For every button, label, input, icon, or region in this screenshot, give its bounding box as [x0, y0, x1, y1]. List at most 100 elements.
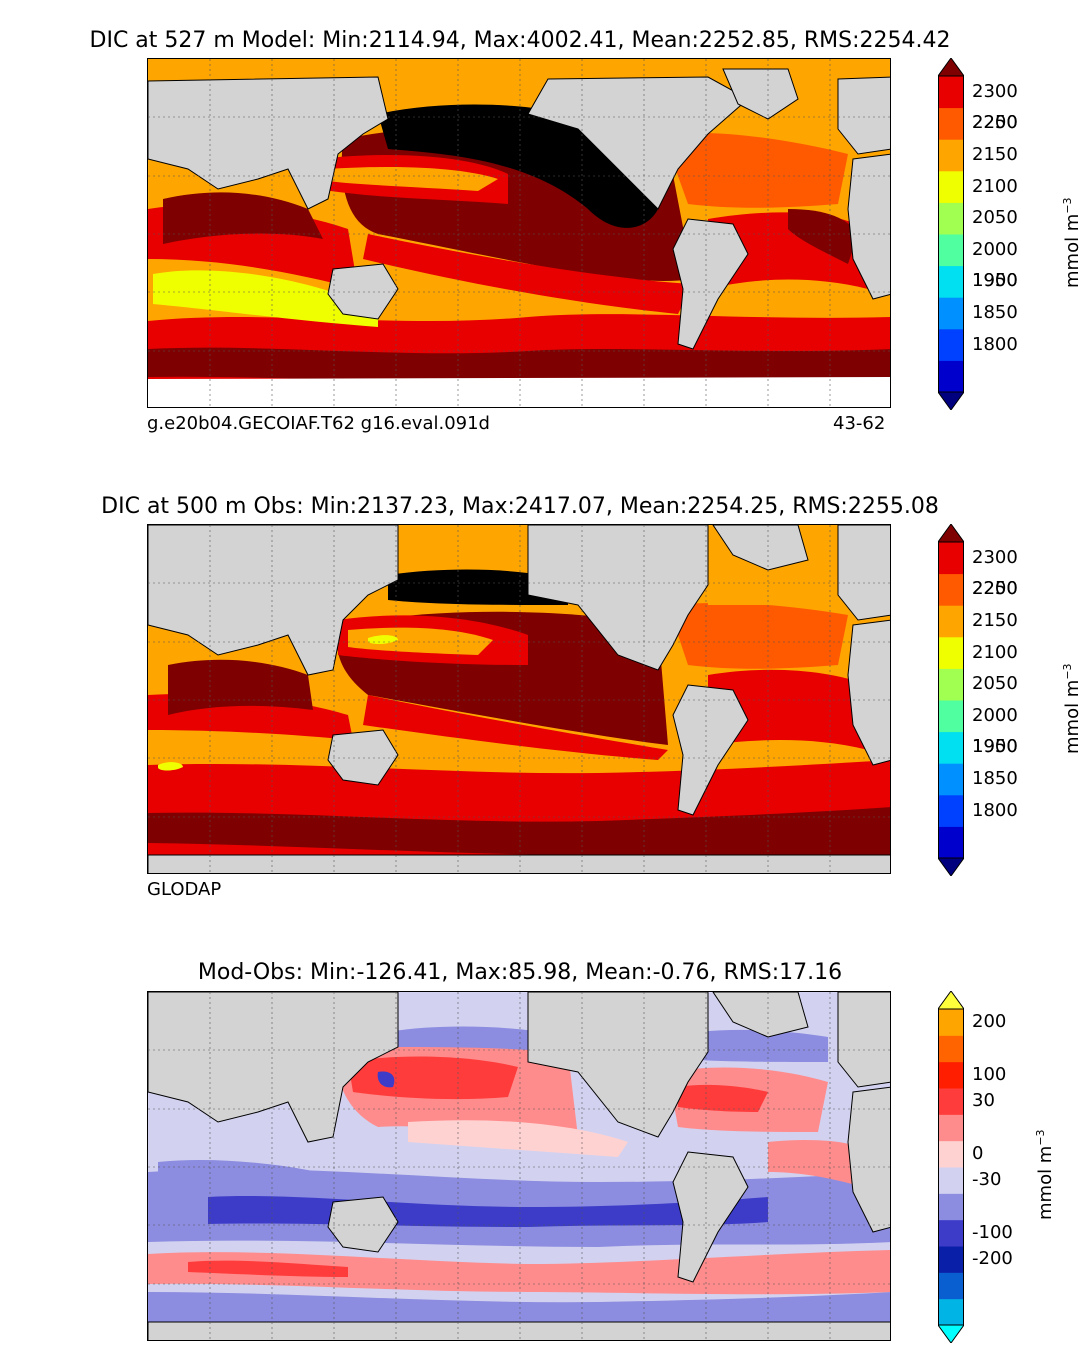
colorbar-segment: [938, 1140, 964, 1168]
experiment-label: g.e20b04.GECOIAF.T62 g16.eval.091d: [147, 413, 490, 434]
colorbar-segment: [938, 1193, 964, 1221]
colorbar-unit: mmol m−3: [1034, 1129, 1056, 1220]
australia: [327, 1196, 399, 1253]
pacific-orange-tongue: [328, 167, 498, 191]
colorbar-segment: [938, 1114, 964, 1142]
africa: [847, 1086, 890, 1233]
atlantic-darkred: [788, 209, 858, 264]
colorbar-segment: [938, 360, 964, 393]
colorbar-frame: [938, 541, 964, 859]
np-yellow: [368, 635, 398, 645]
north-atlantic-orange-red: [663, 132, 848, 208]
panel-title: DIC at 527 m Model: Min:2114.94, Max:400…: [89, 28, 951, 53]
panel-title: Mod-Obs: Min:-126.41, Max:85.98, Mean:-0…: [197, 960, 843, 985]
colorbar-segment: [938, 542, 964, 575]
colorbar-segment: [938, 763, 964, 796]
colorbar-segment: [938, 794, 964, 827]
colorbar-segment: [938, 1219, 964, 1247]
greenland: [712, 992, 809, 1038]
colorbar-segment: [938, 107, 964, 140]
sp-red: [363, 695, 668, 760]
colorbar-diff: [937, 990, 965, 1344]
colorbar-tick-label: 2250: [972, 578, 1018, 600]
north-pacific-black: [388, 569, 568, 605]
europe: [837, 525, 890, 621]
colorbar-tick-label: 100: [972, 1063, 1007, 1085]
arctic-orange: [708, 565, 798, 605]
eurasia: [148, 525, 399, 676]
colorbar-frame: [938, 1008, 964, 1326]
colorbar-tick-label: 30: [972, 1090, 995, 1112]
north-america: [527, 76, 749, 210]
colorbar-tick-label: 1850: [972, 302, 1018, 323]
colorbar-tick-label: 2050: [972, 207, 1018, 229]
australia: [327, 263, 399, 320]
colorbar-unit: mmol m−3: [1061, 663, 1083, 754]
colorbar-svg: [937, 57, 965, 411]
colorbar-segment: [938, 1272, 964, 1300]
colorbar-extend-low: [937, 1324, 965, 1344]
north-america: [527, 525, 709, 671]
colorbar-model: [937, 57, 965, 411]
southern-purple-band: [148, 1292, 890, 1327]
colorbar-segment: [938, 1088, 964, 1115]
source-label: GLODAP: [147, 879, 222, 900]
colorbar-tick-label: 1900: [972, 270, 1018, 292]
colorbar-tick-label: -100: [972, 1221, 1013, 1243]
colorbar-unit: mmol m−3: [1061, 197, 1083, 288]
na-bright-red: [678, 1084, 768, 1112]
colorbar-tick-label: 1950: [972, 736, 1018, 758]
pacific-eq-red: [408, 1120, 628, 1157]
arctic-blue: [698, 1029, 828, 1062]
colorbar-tick-label: 0: [972, 1142, 984, 1164]
southern-darkred-band: [148, 347, 890, 382]
indian-darkred: [168, 659, 313, 715]
atl-red: [708, 669, 868, 750]
colorbar-tick-label: 1950: [972, 270, 1018, 292]
colorbar-segment: [938, 826, 964, 859]
antarctica: [148, 854, 890, 873]
indian-yellow-patch: [153, 270, 378, 327]
colorbar-tick-label: 2200: [972, 578, 1018, 600]
colorbar-extend-high: [937, 57, 965, 77]
colorbar-segment: [938, 668, 964, 701]
colorbar-svg: [937, 990, 965, 1344]
na-orange-red: [668, 603, 848, 669]
colorbar-segment: [938, 76, 964, 109]
colorbar-segment: [938, 1061, 964, 1089]
europe: [837, 992, 890, 1088]
colorbar-tick-label: 1800: [972, 799, 1018, 821]
australia: [327, 729, 399, 786]
colorbar-segment: [938, 1167, 964, 1194]
colorbar-frame: [938, 75, 964, 393]
colorbar-segment: [938, 297, 964, 330]
colorbar-tick-label: 2300: [972, 546, 1018, 568]
colorbar-svg: [937, 523, 965, 877]
antarctica: [148, 377, 890, 407]
colorbar-extend-low: [937, 391, 965, 411]
obs-map: [147, 524, 891, 874]
panel-title: DIC at 500 m Obs: Min:2137.23, Max:2417.…: [101, 494, 939, 519]
diff-map: [147, 991, 891, 1341]
colorbar-tick-label: 2300: [972, 80, 1018, 102]
southern-bright-red: [188, 1260, 348, 1277]
np-orange: [348, 627, 493, 655]
arctic-orange: [148, 59, 890, 81]
colorbar-tick-label: 2200: [972, 112, 1018, 134]
colorbar-segment: [938, 234, 964, 267]
colorbar-tick-label: 2000: [972, 704, 1018, 726]
antarctica: [148, 1321, 890, 1340]
colorbar-extend-low: [937, 857, 965, 877]
colorbar-segment: [938, 1009, 964, 1036]
model-map: [147, 58, 891, 408]
ind-yellow: [158, 762, 183, 771]
indian-blue: [158, 1160, 318, 1192]
colorbar-obs: [937, 523, 965, 877]
colorbar-tick-label: 2150: [972, 144, 1018, 165]
np-bright-red: [348, 1056, 518, 1100]
colorbar-tick-label: 1800: [972, 333, 1018, 355]
colorbar-segment: [938, 202, 964, 235]
colorbar-tick-label: 2100: [972, 175, 1018, 197]
colorbar-extend-high: [937, 523, 965, 543]
colorbar-segment: [938, 170, 964, 203]
